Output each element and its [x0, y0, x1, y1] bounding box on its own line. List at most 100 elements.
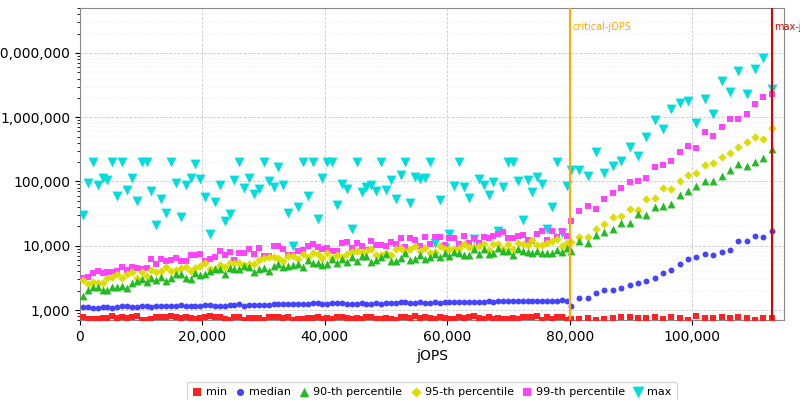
99-th percentile	[458, 232, 470, 239]
max	[414, 176, 426, 183]
95-th percentile	[184, 268, 197, 274]
95-th percentile	[511, 240, 524, 247]
min	[316, 316, 329, 322]
median	[614, 285, 627, 291]
90-th percentile	[292, 260, 305, 267]
90-th percentile	[209, 265, 222, 272]
95-th percentile	[390, 246, 402, 252]
max	[478, 182, 490, 188]
90-th percentile	[267, 262, 280, 269]
min	[399, 314, 412, 320]
min	[472, 315, 485, 321]
max	[101, 177, 114, 184]
90-th percentile	[467, 246, 480, 252]
95-th percentile	[282, 253, 294, 260]
99-th percentile	[350, 240, 363, 246]
99-th percentile	[394, 234, 407, 241]
99-th percentile	[316, 246, 329, 252]
median	[374, 300, 387, 307]
max	[130, 198, 143, 204]
90-th percentile	[106, 284, 118, 290]
90-th percentile	[531, 248, 544, 254]
median	[418, 300, 431, 306]
median	[766, 227, 778, 234]
90-th percentile	[573, 238, 586, 244]
95-th percentile	[218, 264, 231, 270]
min	[394, 314, 407, 320]
95-th percentile	[536, 242, 549, 248]
90-th percentile	[326, 256, 338, 262]
median	[179, 303, 192, 309]
95-th percentile	[590, 226, 602, 232]
99-th percentile	[598, 196, 611, 202]
median	[379, 300, 392, 306]
95-th percentile	[253, 256, 266, 263]
90-th percentile	[311, 260, 324, 266]
min	[723, 315, 736, 321]
median	[428, 299, 441, 306]
max	[330, 201, 343, 208]
90-th percentile	[253, 266, 266, 272]
max	[472, 176, 485, 182]
min	[106, 313, 118, 320]
95-th percentile	[555, 243, 568, 250]
90-th percentile	[482, 251, 495, 258]
max	[82, 180, 94, 186]
99-th percentile	[179, 258, 192, 264]
95-th percentile	[448, 246, 461, 252]
95-th percentile	[160, 264, 173, 270]
max	[560, 183, 573, 190]
max	[453, 159, 466, 165]
median	[365, 300, 378, 307]
median	[174, 302, 187, 308]
median	[399, 299, 412, 306]
95-th percentile	[698, 162, 711, 168]
median	[360, 300, 373, 307]
max	[409, 174, 422, 180]
99-th percentile	[116, 264, 129, 270]
min	[453, 314, 466, 320]
max	[116, 159, 129, 165]
max	[428, 240, 441, 246]
median	[253, 302, 266, 308]
median	[233, 301, 246, 308]
max	[606, 163, 619, 169]
max	[346, 226, 358, 233]
99-th percentile	[715, 124, 728, 130]
90-th percentile	[316, 262, 329, 268]
max	[462, 195, 475, 202]
median	[189, 302, 202, 309]
median	[502, 298, 514, 304]
99-th percentile	[86, 269, 99, 276]
99-th percentile	[214, 248, 226, 254]
99-th percentile	[335, 240, 348, 246]
min	[155, 314, 168, 320]
min	[341, 314, 354, 321]
99-th percentile	[130, 265, 143, 271]
max	[482, 192, 495, 198]
min	[198, 314, 211, 320]
min	[598, 316, 611, 323]
median	[757, 234, 770, 240]
90-th percentile	[96, 287, 109, 293]
median	[516, 298, 529, 304]
median	[674, 261, 686, 267]
max	[448, 183, 461, 190]
95-th percentile	[706, 160, 719, 166]
min	[140, 316, 153, 323]
min	[674, 315, 686, 322]
95-th percentile	[541, 240, 554, 246]
95-th percentile	[101, 274, 114, 281]
min	[77, 313, 90, 320]
95-th percentile	[209, 266, 222, 272]
90-th percentile	[502, 248, 514, 255]
min	[467, 313, 480, 320]
median	[623, 282, 636, 288]
max	[91, 182, 104, 188]
min	[277, 315, 290, 321]
min	[238, 317, 250, 323]
median	[546, 298, 558, 304]
99-th percentile	[242, 246, 255, 252]
99-th percentile	[526, 238, 539, 244]
99-th percentile	[582, 202, 594, 209]
